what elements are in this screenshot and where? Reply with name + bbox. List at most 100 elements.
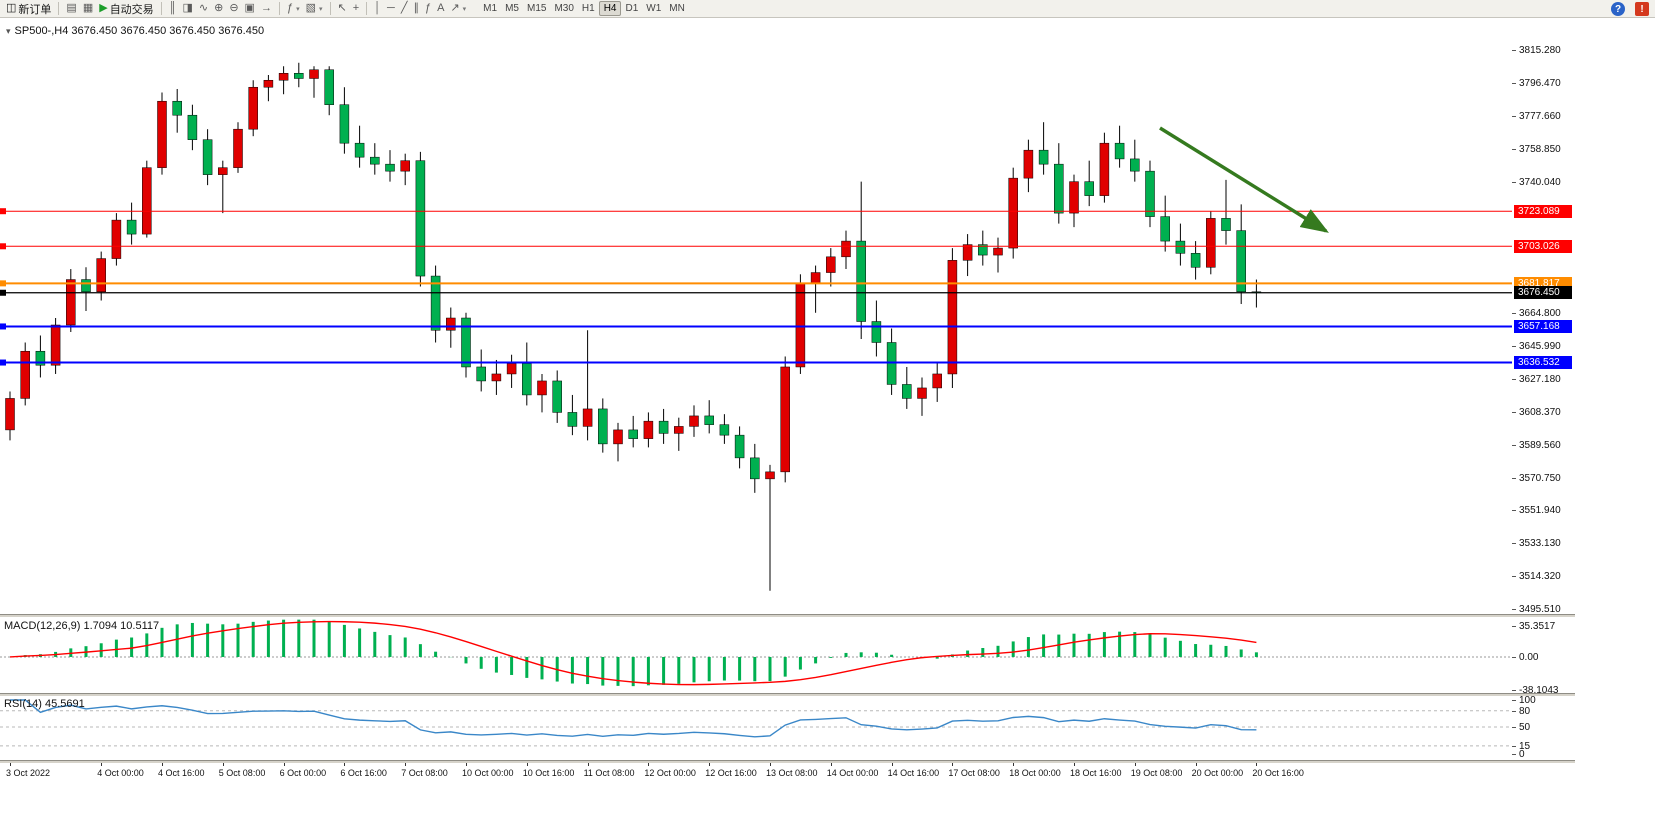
- tab-timeframe-d1[interactable]: D1: [625, 3, 639, 14]
- candle: [582, 330, 593, 441]
- panel-separator[interactable]: [0, 760, 1575, 763]
- time-axis-tick: [587, 763, 589, 766]
- arrows-tool-button[interactable]: ↗ ▾: [447, 1, 469, 17]
- time-axis-tick: [1134, 763, 1136, 766]
- candle: [932, 363, 942, 402]
- time-axis-tick: [1195, 763, 1197, 766]
- time-axis-label: 14 Oct 00:00: [826, 768, 879, 778]
- macd-panel[interactable]: MACD(12,26,9) 1.7094 10.5117: [0, 617, 1512, 693]
- new-order-button[interactable]: ◫ 新订单: [3, 1, 54, 17]
- fibonacci-button[interactable]: ƒ: [422, 1, 434, 17]
- candle: [430, 265, 441, 343]
- time-axis-tick: [10, 763, 11, 766]
- candle: [658, 408, 669, 444]
- cursor-button[interactable]: ↖: [335, 1, 350, 17]
- tab-timeframe-m5[interactable]: M5: [505, 3, 519, 14]
- autotrade-label: 自动交易: [109, 3, 154, 16]
- zoom-out-icon: ⊖: [229, 2, 239, 14]
- rsi-axis[interactable]: 100 80 50 15 0: [1512, 695, 1575, 760]
- autotrade-button[interactable]: ▶ 自动交易: [96, 1, 156, 17]
- symbol-info: ▾ SP500-,H4 3676.450 3676.450 3676.450 36…: [6, 25, 264, 37]
- crosshair-button[interactable]: +: [350, 1, 362, 17]
- candle: [765, 464, 775, 591]
- tile-windows-button[interactable]: ▣: [242, 1, 258, 17]
- horizontal-line-button[interactable]: ─: [384, 1, 398, 17]
- alert-icon[interactable]: !: [1635, 2, 1649, 16]
- cursor-icon: ↖: [337, 2, 347, 14]
- line-chart-button[interactable]: ∿: [196, 1, 211, 17]
- text-tool-button[interactable]: A: [434, 1, 447, 17]
- time-axis[interactable]: 3 Oct 2022 4 Oct 00:00 4 Oct 16:00 5 Oct 08…: [0, 763, 1575, 783]
- time-axis-tick: [648, 763, 650, 766]
- price-axis-tick: [1512, 82, 1516, 84]
- time-axis-label: 12 Oct 00:00: [644, 768, 696, 778]
- templates-button[interactable]: ▧ ▾: [303, 1, 326, 17]
- candle: [461, 312, 471, 378]
- time-axis-label: 5 Oct 08:00: [218, 768, 266, 778]
- macd-axis[interactable]: 35.3517 0.00 -38.1043: [1512, 617, 1575, 696]
- main-chart[interactable]: ▾ SP500-,H4 3676.450 3676.450 3676.450 36…: [0, 18, 1512, 614]
- toolbar-right: ? !: [1611, 2, 1649, 16]
- toolbar-separator: [278, 2, 280, 15]
- auto-scroll-button[interactable]: →: [258, 1, 275, 17]
- tab-timeframe-m1[interactable]: M1: [483, 3, 498, 14]
- tab-timeframe-w1[interactable]: W1: [646, 3, 662, 14]
- candles-chart-icon: ◨: [182, 2, 193, 14]
- time-axis-tick: [1256, 763, 1258, 766]
- price-axis-label: 3627.180: [1519, 373, 1561, 385]
- data-window-button[interactable]: ▦: [80, 1, 96, 17]
- indicators-button[interactable]: ƒ ▾: [284, 1, 303, 17]
- candle: [947, 248, 958, 388]
- candle: [1084, 160, 1094, 207]
- new-order-label: 新订单: [18, 3, 52, 16]
- candle: [81, 267, 91, 312]
- tab-timeframe-mn[interactable]: MN: [669, 3, 685, 14]
- price-axis-label: 3740.040: [1519, 176, 1561, 188]
- bars-chart-button[interactable]: ║: [166, 1, 180, 17]
- chevron-down-icon: ▾: [296, 5, 300, 13]
- price-tag: 3636.532: [1514, 356, 1572, 370]
- price-axis-tick: [1512, 510, 1516, 512]
- vertical-line-button[interactable]: │: [371, 1, 384, 17]
- candle: [446, 307, 456, 348]
- zoom-out-button[interactable]: ⊖: [226, 1, 241, 17]
- tab-timeframe-h1[interactable]: H1: [581, 3, 595, 14]
- panel-separator[interactable]: [0, 614, 1575, 617]
- candle: [66, 269, 76, 332]
- candle: [1114, 125, 1125, 168]
- candle: [1206, 211, 1216, 275]
- symbol-menu-icon[interactable]: ▾: [6, 26, 11, 36]
- time-axis-label: 17 Oct 08:00: [948, 768, 1000, 778]
- tab-timeframe-m15[interactable]: M15: [526, 3, 547, 14]
- zoom-in-button[interactable]: ⊕: [211, 1, 226, 17]
- rsi-panel[interactable]: RSI(14) 45.5691: [0, 696, 1512, 760]
- price-axis-label: 3514.320: [1519, 571, 1561, 583]
- panel-separator[interactable]: [0, 693, 1575, 696]
- price-axis-tick: [1512, 313, 1516, 315]
- candle: [1221, 179, 1231, 245]
- data-window-icon: ▦: [82, 2, 94, 14]
- tab-timeframe-h4[interactable]: H4: [598, 1, 622, 16]
- trend-arrow-annotation[interactable]: [1159, 126, 1329, 233]
- toolbar-separator: [160, 2, 162, 15]
- zoom-in-icon: ⊕: [214, 2, 224, 14]
- market-watch-button[interactable]: ▤: [63, 1, 79, 17]
- price-axis-label: 3608.370: [1519, 406, 1561, 418]
- trend-line-button[interactable]: ╱: [398, 1, 411, 17]
- macd-label: MACD(12,26,9) 1.7094 10.5117: [4, 620, 160, 632]
- chart-window[interactable]: ▾ SP500-,H4 3676.450 3676.450 3676.450 36…: [0, 18, 1655, 819]
- price-axis-tick: [1512, 543, 1516, 545]
- candle: [780, 356, 790, 483]
- candle: [978, 230, 988, 266]
- channel-icon: ∥: [413, 2, 419, 14]
- help-icon[interactable]: ?: [1611, 2, 1625, 16]
- channel-button[interactable]: ∥: [410, 1, 422, 17]
- candles-chart-button[interactable]: ◨: [179, 1, 195, 17]
- price-axis[interactable]: 3815.280 3796.470 3777.660 3758.850 3740.040…: [1512, 18, 1575, 615]
- candle: [567, 394, 578, 436]
- time-axis-label: 18 Oct 16:00: [1070, 768, 1122, 778]
- candle: [841, 230, 851, 270]
- tile-windows-icon: ▣: [244, 2, 255, 14]
- tab-timeframe-m30[interactable]: M30: [554, 3, 574, 14]
- price-axis-tick: [1512, 346, 1516, 347]
